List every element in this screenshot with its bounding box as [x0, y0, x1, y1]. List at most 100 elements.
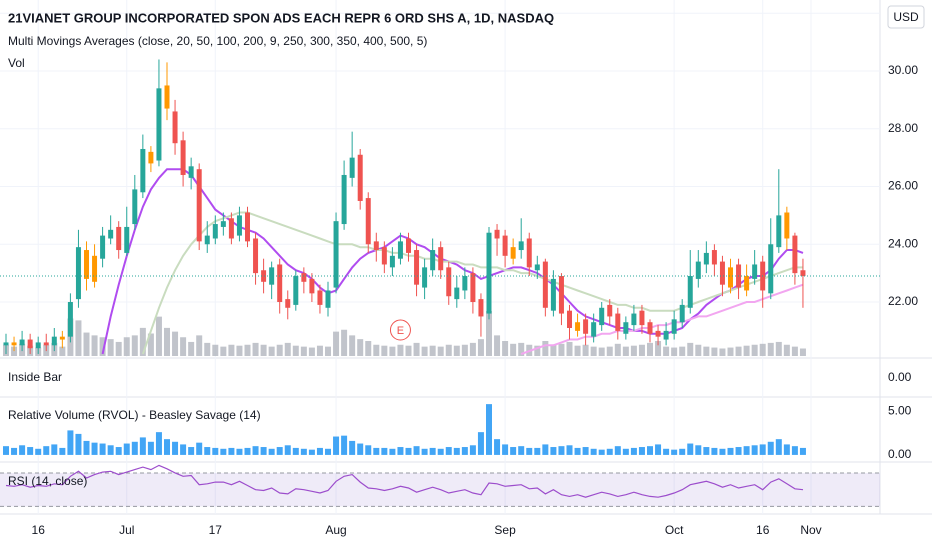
- candle-body: [124, 226, 130, 253]
- candle-body: [478, 299, 484, 317]
- volume-bar: [582, 344, 589, 356]
- rvol-bar: [164, 439, 170, 455]
- rvol-bar: [11, 447, 18, 455]
- candle-body: [92, 255, 98, 282]
- volume-bar: [405, 345, 412, 356]
- rvol-bar: [83, 440, 90, 455]
- volume-bar: [566, 341, 573, 356]
- volume-bar: [220, 346, 227, 356]
- volume-bar: [453, 345, 460, 356]
- candle-body: [397, 241, 403, 259]
- rvol-bar: [51, 444, 58, 455]
- candle-body: [526, 238, 532, 268]
- rvol-bar: [325, 448, 331, 455]
- volume-bar: [622, 346, 629, 356]
- candle-body: [59, 336, 65, 340]
- rvol-bar: [655, 444, 662, 455]
- candle-body: [43, 342, 49, 346]
- pane-title: Relative Volume (RVOL) - Beasley Savage …: [8, 408, 261, 422]
- rvol-bar: [59, 447, 66, 455]
- rvol-bar: [590, 448, 597, 455]
- candle-body: [236, 215, 242, 236]
- volume-bar: [558, 343, 565, 356]
- volume-bar: [147, 333, 154, 356]
- rvol-bar: [147, 441, 154, 455]
- rvol-bar: [799, 447, 806, 455]
- candle-body: [615, 313, 621, 331]
- candle-body: [108, 229, 114, 239]
- volume-bar: [341, 329, 348, 356]
- volume-bar: [139, 327, 146, 356]
- candle-body: [639, 310, 645, 326]
- volume-bar: [284, 342, 291, 356]
- rvol-bar: [131, 441, 138, 455]
- volume-bar: [180, 337, 187, 356]
- candle-body: [623, 322, 629, 334]
- event-marker: [389, 319, 411, 341]
- volume-bar: [550, 344, 557, 356]
- rvol-bar: [582, 447, 589, 455]
- rvol-bar: [413, 446, 420, 455]
- volume-bar: [75, 320, 82, 356]
- rsi-line: [5, 464, 804, 498]
- rvol-bar: [671, 449, 678, 455]
- candle-body: [357, 154, 363, 201]
- candle-body: [768, 244, 774, 294]
- candle-body: [800, 270, 806, 277]
- candle-body: [679, 304, 685, 323]
- rvol-bar: [687, 443, 694, 455]
- moving-average: [101, 168, 804, 355]
- y-tick-label: 30.00: [888, 63, 918, 77]
- rvol-bar: [228, 447, 235, 455]
- rvol-bar: [421, 448, 428, 455]
- rvol-bar: [711, 447, 718, 455]
- candle-body: [27, 339, 33, 349]
- candle-body: [744, 276, 750, 291]
- candle-body: [687, 276, 693, 308]
- rvol-bar: [695, 445, 702, 455]
- candle-body: [534, 264, 540, 271]
- volume-bar: [606, 346, 613, 356]
- candle-body: [51, 336, 57, 346]
- volume-bar: [292, 345, 299, 356]
- candle-body: [510, 247, 516, 259]
- event-label: E: [397, 325, 404, 337]
- volume-bar: [212, 344, 219, 356]
- candle-body: [100, 235, 106, 259]
- volume-bar: [719, 348, 726, 356]
- rvol-bar: [461, 447, 468, 455]
- volume-bar: [703, 346, 710, 356]
- candle-body: [430, 250, 436, 271]
- rvol-bar: [510, 447, 517, 455]
- rvol-bar: [172, 441, 179, 455]
- x-tick-label: 16: [32, 523, 46, 537]
- volume-bar: [252, 342, 259, 356]
- rvol-bar: [373, 447, 380, 455]
- candle-body: [132, 189, 138, 225]
- rvol-bar: [783, 444, 790, 455]
- volume-bar: [735, 346, 742, 356]
- volume-bar: [333, 331, 340, 356]
- rvol-bar: [300, 448, 307, 455]
- rvol-bar: [188, 447, 195, 455]
- volume-bar: [783, 344, 790, 356]
- candle-body: [365, 198, 371, 245]
- rvol-bar: [598, 449, 605, 455]
- y-tick-label: 26.00: [888, 179, 918, 193]
- rvol-bar: [622, 448, 629, 455]
- candle-body: [647, 322, 653, 334]
- candle-body: [75, 247, 81, 300]
- candle-body: [116, 226, 122, 251]
- volume-bar: [172, 331, 179, 356]
- rvol-bar: [365, 445, 372, 455]
- candle-body: [188, 166, 194, 178]
- volume-bar: [638, 344, 645, 356]
- volume-bar: [276, 344, 283, 356]
- rvol-bar: [91, 442, 98, 455]
- volume-bar: [316, 345, 323, 356]
- volume-bar: [204, 342, 211, 356]
- rvol-bar: [357, 443, 364, 455]
- volume-bar: [357, 339, 364, 356]
- volume-bar: [91, 335, 98, 356]
